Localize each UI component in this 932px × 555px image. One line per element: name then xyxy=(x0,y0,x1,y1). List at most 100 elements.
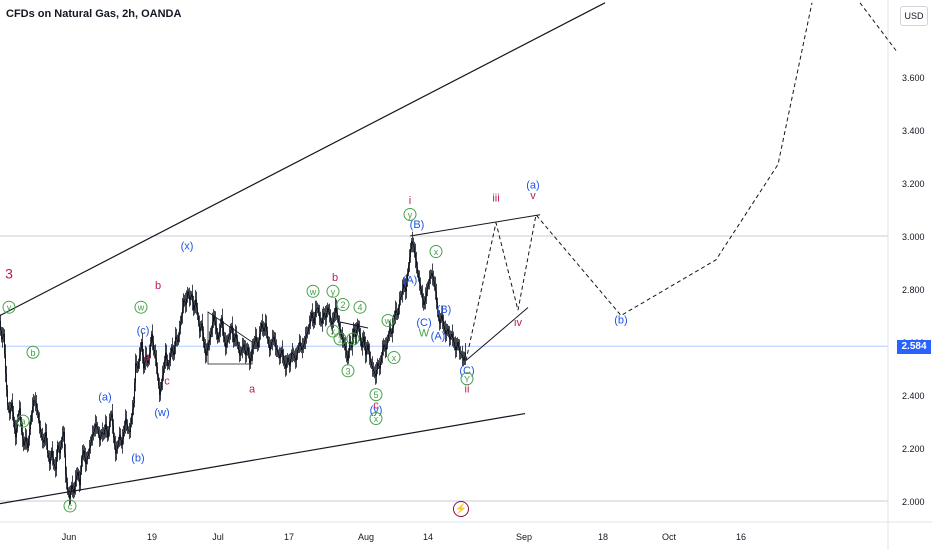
candle-body xyxy=(118,440,119,446)
candle-body xyxy=(33,400,34,407)
candle-body xyxy=(330,315,331,321)
candle-body xyxy=(422,294,423,300)
flash-icon[interactable]: ⚡ xyxy=(453,501,469,517)
candle-body xyxy=(95,424,96,429)
candle-body xyxy=(4,334,5,354)
candle-body xyxy=(430,275,431,279)
projected-path xyxy=(465,2,813,361)
candle-body xyxy=(448,328,449,335)
candle-body xyxy=(400,296,401,300)
candle-body xyxy=(209,339,210,344)
candle-body xyxy=(348,351,349,361)
wave-label-circle xyxy=(353,300,367,314)
candle-body xyxy=(285,364,286,369)
candle-body xyxy=(60,446,61,454)
candle-body xyxy=(122,438,123,446)
candle-body xyxy=(432,273,433,278)
candle-body xyxy=(108,429,109,438)
candle-body xyxy=(465,352,466,357)
candle-body xyxy=(112,413,113,426)
candle-body xyxy=(170,353,171,361)
wave-label: a xyxy=(249,383,256,395)
y-tick-label: 3.400 xyxy=(902,126,925,136)
candle-body xyxy=(77,471,78,476)
y-tick-label: 2.200 xyxy=(902,444,925,454)
candle-body xyxy=(283,355,284,361)
candle-body xyxy=(296,355,297,361)
candle-body xyxy=(139,355,140,362)
candle-body xyxy=(343,339,344,342)
candle-body xyxy=(267,331,268,340)
candle-body xyxy=(145,355,146,362)
candle-body xyxy=(111,413,112,418)
wave-label: 4 xyxy=(357,303,362,313)
candle-body xyxy=(9,409,10,414)
candle-body xyxy=(265,323,266,328)
candle-body xyxy=(201,323,202,328)
candle-body xyxy=(134,383,135,403)
candle-body xyxy=(375,373,376,377)
candle-body xyxy=(316,308,317,311)
candle-body xyxy=(351,344,352,348)
x-tick-label: Aug xyxy=(358,532,374,542)
candle-body xyxy=(345,345,346,350)
candle-body xyxy=(73,489,74,494)
candle-body xyxy=(99,434,100,441)
candle-body xyxy=(441,315,442,320)
candle-body xyxy=(290,359,291,366)
candle-body xyxy=(454,342,455,346)
candle-body xyxy=(325,315,326,319)
candle-body xyxy=(182,307,183,316)
candle-body xyxy=(213,315,214,323)
candle-body xyxy=(186,298,187,305)
candle-body xyxy=(258,340,259,348)
candle-body xyxy=(443,320,444,327)
candle-body xyxy=(304,340,305,345)
candle-body xyxy=(270,345,271,350)
candle-body xyxy=(361,340,362,348)
candle-body xyxy=(408,265,409,274)
candle-body xyxy=(85,457,86,464)
candle-body xyxy=(160,388,161,395)
candle-body xyxy=(53,457,54,464)
candle-body xyxy=(79,478,80,486)
currency-button[interactable]: USD xyxy=(900,6,928,26)
candle-body xyxy=(306,334,307,337)
candle-body xyxy=(226,343,227,348)
candle-body xyxy=(322,318,323,324)
candle-body xyxy=(241,349,242,353)
candle-body xyxy=(158,376,159,386)
candle-body xyxy=(233,334,234,342)
candle-body xyxy=(65,453,66,475)
candle-body xyxy=(124,425,125,433)
candle-body xyxy=(138,361,139,369)
candle-body xyxy=(82,454,83,459)
candle-body xyxy=(269,344,270,350)
candle-body xyxy=(457,342,458,346)
candle-body xyxy=(92,434,93,438)
candle-body xyxy=(287,357,288,364)
wave-label: (A) xyxy=(431,330,446,342)
candle-body xyxy=(289,361,290,366)
candle-body xyxy=(166,352,167,360)
candle-body xyxy=(249,355,250,364)
candle-body xyxy=(294,355,295,358)
candle-body xyxy=(396,310,397,313)
wave-label: (A) xyxy=(403,275,418,287)
y-tick-label: 3.000 xyxy=(902,232,925,242)
candle-body xyxy=(155,353,156,358)
candle-body xyxy=(76,475,77,480)
candle-body xyxy=(225,342,226,348)
y-tick-label: 2.400 xyxy=(902,391,925,401)
candle-body xyxy=(205,348,206,356)
candle-body xyxy=(274,336,275,342)
candle-body xyxy=(242,347,243,350)
candle-body xyxy=(133,402,134,410)
candle-body xyxy=(229,334,230,337)
candle-body xyxy=(309,323,310,328)
wave-label: x xyxy=(331,327,336,337)
candle-body xyxy=(174,345,175,356)
candle-body xyxy=(232,326,233,335)
